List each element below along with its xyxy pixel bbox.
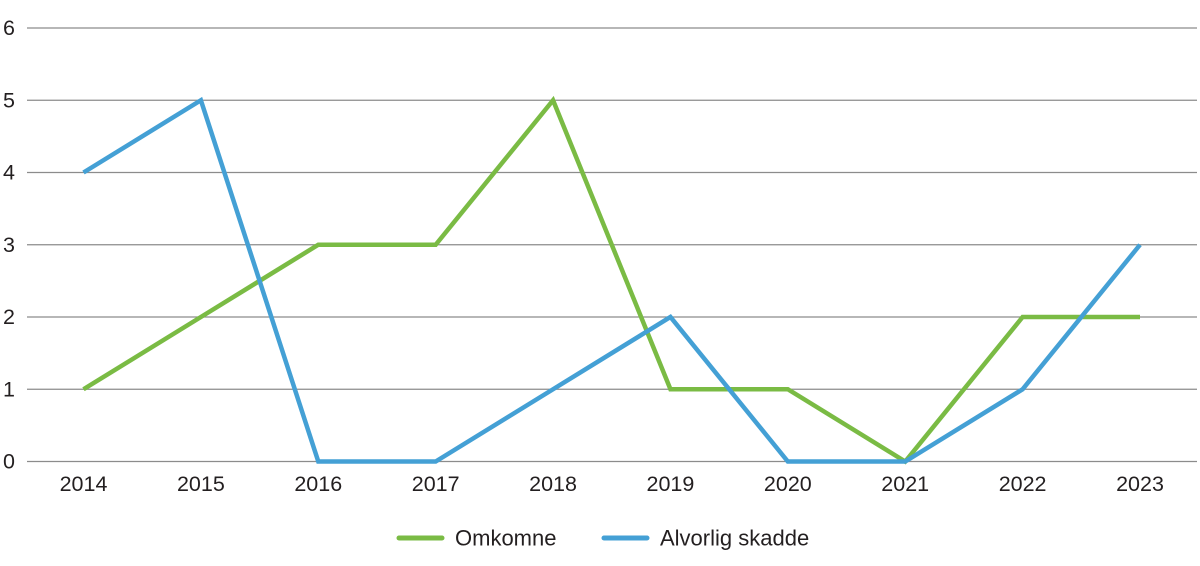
y-tick-label-4: 4 [3,161,15,185]
x-tick-label-2020: 2020 [764,472,812,496]
y-tick-label-2: 2 [3,305,15,329]
x-tick-label-2022: 2022 [999,472,1047,496]
legend-item-omkomne: Omkomne [396,526,556,551]
x-tick-label-2017: 2017 [412,472,460,496]
legend-item-alvorlig-skadde: Alvorlig skadde [601,526,809,551]
x-tick-label-2014: 2014 [60,472,108,496]
y-tick-label-6: 6 [3,16,15,40]
x-tick-label-2023: 2023 [1116,472,1164,496]
legend-label-alvorlig-skadde: Alvorlig skadde [660,526,809,551]
x-tick-label-2015: 2015 [177,472,225,496]
y-tick-label-5: 5 [3,88,15,112]
x-tick-label-2018: 2018 [529,472,577,496]
legend-label-omkomne: Omkomne [455,526,556,551]
x-tick-label-2019: 2019 [647,472,695,496]
y-tick-label-3: 3 [3,233,15,257]
series-line-omkomne [82,95,1140,465]
x-tick-label-2016: 2016 [294,472,342,496]
series-line-alvorlig-skadde [82,96,1142,464]
x-tick-label-2021: 2021 [881,472,929,496]
y-tick-label-1: 1 [3,377,15,401]
y-tick-label-0: 0 [3,450,15,474]
